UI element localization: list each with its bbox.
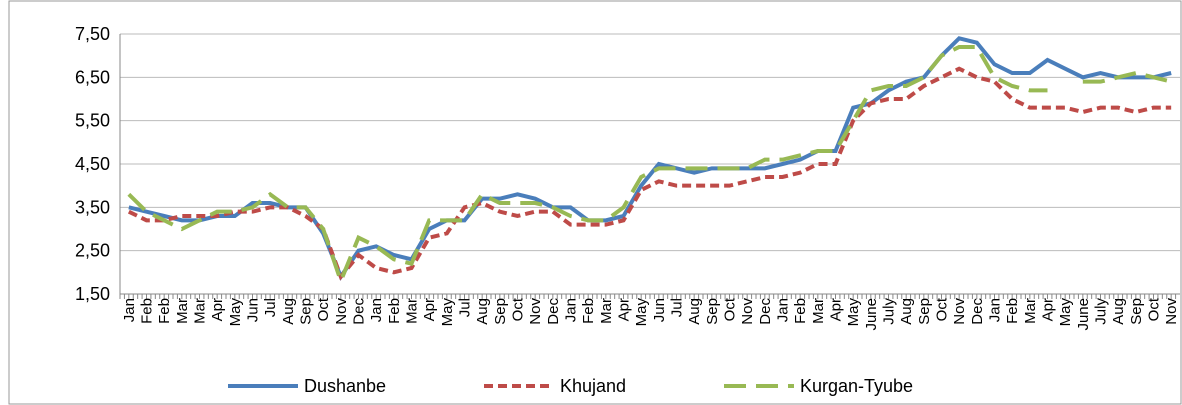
x-tick-label: Jan: [121, 298, 138, 322]
x-tick-label: Oct: [934, 297, 951, 321]
x-tick-label: Feb: [156, 298, 173, 324]
x-tick-label: Aug: [898, 298, 915, 325]
x-tick-label: Aug: [280, 298, 297, 325]
x-tick-label: Jan: [563, 298, 580, 322]
x-tick-label: June: [863, 298, 880, 331]
x-tick-label: Feb: [139, 298, 156, 324]
x-tick-label: May: [633, 298, 650, 327]
x-tick-label: Mar: [404, 298, 421, 324]
x-tick-label: Nov: [527, 298, 544, 325]
x-tick-label: Mar: [192, 298, 209, 324]
x-tick-label: Feb: [1004, 298, 1021, 324]
x-tick-label: Dec: [969, 298, 986, 325]
x-tick-label: Nov: [951, 298, 968, 325]
x-tick-label: May: [845, 298, 862, 327]
x-tick-label: Sep: [916, 298, 933, 325]
x-tick-label: Jun: [245, 298, 262, 322]
x-tick-label: July: [1093, 298, 1110, 325]
x-tick-label: Sep: [492, 298, 509, 325]
x-tick-label: Dec: [757, 298, 774, 325]
x-tick-label: Nov: [1163, 298, 1180, 325]
legend-label: Khujand: [560, 376, 626, 396]
x-tick-label: Oct: [510, 297, 527, 321]
x-tick-label: Feb: [792, 298, 809, 324]
x-tick-label: Sep: [1128, 298, 1145, 325]
x-tick-label: Nov: [739, 298, 756, 325]
x-tick-label: Nov: [333, 298, 350, 325]
x-tick-label: May: [439, 298, 456, 327]
x-tick-label: Oct: [315, 297, 332, 321]
x-tick-label: Jan: [987, 298, 1004, 322]
x-tick-label: Jul: [669, 298, 686, 317]
x-tick-label: Mar: [1022, 298, 1039, 324]
x-tick-label: Aug: [686, 298, 703, 325]
x-tick-label: Apr: [1040, 298, 1057, 321]
x-tick-label: Mar: [598, 298, 615, 324]
x-tick-label: Apr: [209, 298, 226, 321]
x-tick-label: May: [1057, 298, 1074, 327]
x-tick-label: Dec: [545, 298, 562, 325]
x-tick-label: Dec: [351, 298, 368, 325]
series-line: [127, 66, 1172, 281]
x-tick-label: Jun: [651, 298, 668, 322]
x-tick-label: Mar: [810, 298, 827, 324]
y-tick-label: 5,50: [75, 111, 110, 131]
x-tick-label: Aug: [1110, 298, 1127, 325]
x-tick-label: Mar: [174, 298, 191, 324]
series-line: [1082, 70, 1172, 84]
x-tick-label: Jul: [262, 298, 279, 317]
y-tick-label: 6,50: [75, 67, 110, 87]
x-tick-label: May: [227, 298, 244, 327]
x-tick-label: Jan: [368, 298, 385, 322]
x-tick-label: Jan: [775, 298, 792, 322]
x-tick-label: Feb: [580, 298, 597, 324]
x-tick-label: Apr: [828, 298, 845, 321]
x-tick-label: Oct: [1146, 297, 1163, 321]
x-tick-label: Sep: [704, 298, 721, 325]
y-tick-label: 3,50: [75, 197, 110, 217]
legend-label: Kurgan-Tyube: [800, 376, 913, 396]
y-tick-label: 7,50: [75, 24, 110, 44]
x-tick-label: Oct: [722, 297, 739, 321]
x-tick-label: Apr: [616, 298, 633, 321]
y-tick-label: 1,50: [75, 284, 110, 304]
x-tick-label: June: [1075, 298, 1092, 331]
x-tick-label: Feb: [386, 298, 403, 324]
x-tick-label: Apr: [421, 298, 438, 321]
chart-frame: [8, 0, 1182, 405]
x-tick-label: Aug: [474, 298, 491, 325]
x-tick-label: Jul: [457, 298, 474, 317]
x-tick-label: July: [881, 298, 898, 325]
series-line: [127, 45, 1048, 287]
y-tick-label: 2,50: [75, 241, 110, 261]
x-tick-label: Sep: [298, 298, 315, 325]
y-tick-label: 4,50: [75, 154, 110, 174]
legend-label: Dushanbe: [304, 376, 386, 396]
